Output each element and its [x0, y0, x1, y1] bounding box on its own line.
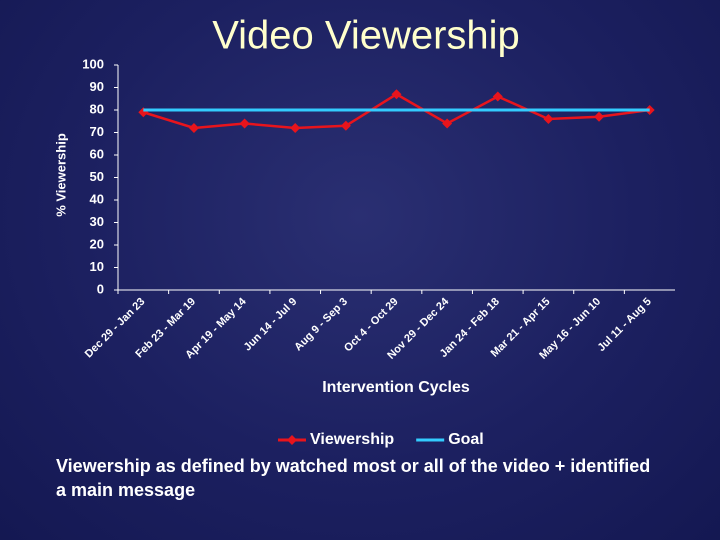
y-tick-label: 20 — [90, 236, 104, 251]
point-marker — [492, 91, 503, 102]
legend-label: Goal — [448, 431, 484, 448]
footnote: Viewership as defined by watched most or… — [56, 456, 651, 500]
point-marker — [391, 89, 402, 100]
point-marker — [442, 118, 453, 129]
y-tick-label: 80 — [90, 101, 104, 116]
point-marker — [594, 111, 605, 122]
y-tick-label: 50 — [90, 169, 104, 184]
y-tick-label: 60 — [90, 146, 104, 161]
chart: Video Viewership % Viewership Interventi… — [53, 13, 655, 448]
point-marker — [543, 114, 554, 124]
y-tick-label: 70 — [90, 124, 104, 139]
x-axis-label: Intervention Cycles — [322, 379, 470, 396]
y-tick-label: 0 — [97, 281, 104, 296]
y-tick-label: 40 — [90, 191, 104, 206]
y-tick-label: 100 — [82, 56, 104, 71]
y-tick-label: 90 — [90, 79, 104, 94]
y-tick-label: 30 — [90, 214, 104, 229]
legend-label: Viewership — [310, 431, 394, 448]
x-tick-label: Aug 9 - Sep 3 — [292, 296, 350, 354]
chart-title: Video Viewership — [212, 14, 520, 58]
legend-marker — [287, 435, 297, 445]
point-marker — [290, 123, 301, 133]
x-tick-label: Jun 14 - Jul 9 — [242, 296, 300, 354]
y-tick-label: 10 — [90, 259, 104, 274]
y-axis-label: % Viewership — [53, 133, 68, 217]
x-tick-label: Jul 11 - Aug 5 — [596, 296, 654, 354]
point-marker — [340, 120, 351, 131]
point-marker — [188, 123, 199, 133]
point-marker — [239, 118, 250, 129]
